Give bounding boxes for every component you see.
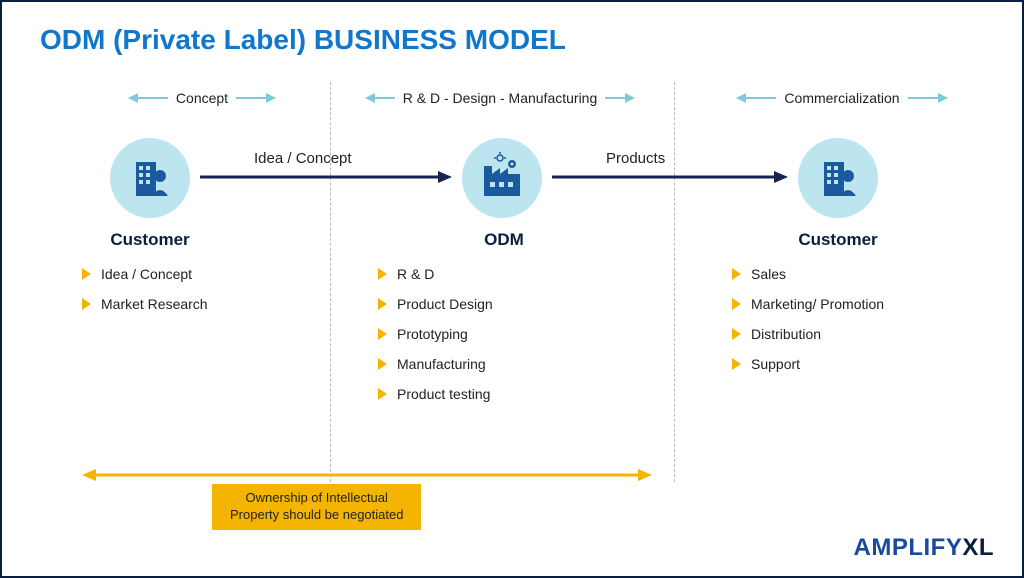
logo-part1: AMPLIFY [854, 534, 963, 561]
list-item: Idea / Concept [82, 266, 208, 282]
list-item: Support [732, 356, 884, 372]
bullet-text: Manufacturing [397, 356, 486, 372]
bullet-text: Support [751, 356, 800, 372]
building-person-icon [814, 154, 862, 202]
bullet-icon [378, 298, 387, 310]
phase-label: R & D - Design - Manufacturing [403, 90, 598, 106]
list-item: Prototyping [378, 326, 493, 342]
arrow-left-icon [128, 93, 168, 103]
bullet-icon [82, 268, 91, 280]
bullet-text: Idea / Concept [101, 266, 192, 282]
customer-left-icon [110, 138, 190, 218]
bullet-icon [732, 298, 741, 310]
bullet-icon [82, 298, 91, 310]
list-item: Sales [732, 266, 884, 282]
arrow-right-icon [605, 93, 635, 103]
bullets-customer-right: Sales Marketing/ Promotion Distribution … [732, 266, 884, 386]
bullets-customer-left: Idea / Concept Market Research [82, 266, 208, 326]
list-item: R & D [378, 266, 493, 282]
list-item: Distribution [732, 326, 884, 342]
building-person-icon [126, 154, 174, 202]
bullet-icon [732, 328, 741, 340]
customer-right-label: Customer [792, 230, 884, 250]
ip-note-line2: Property should be negotiated [230, 507, 403, 524]
page-title: ODM (Private Label) BUSINESS MODEL [40, 24, 566, 56]
bullet-icon [732, 358, 741, 370]
bullets-odm: R & D Product Design Prototyping Manufac… [378, 266, 493, 416]
logo-part2: XL [962, 534, 994, 561]
brand-logo: AMPLIFYXL [854, 534, 995, 562]
phase-rdm: R & D - Design - Manufacturing [350, 90, 650, 106]
arrow-right-icon [236, 93, 276, 103]
list-item: Market Research [82, 296, 208, 312]
list-item: Product testing [378, 386, 493, 402]
list-item: Manufacturing [378, 356, 493, 372]
ip-note-line1: Ownership of Intellectual [230, 490, 403, 507]
divider-1 [330, 82, 331, 482]
flow-products-arrow [552, 170, 788, 184]
bullet-text: Distribution [751, 326, 821, 342]
odm-icon [462, 138, 542, 218]
phase-commercial: Commercialization [702, 90, 982, 106]
bullet-icon [378, 268, 387, 280]
flow-idea-arrow [200, 170, 452, 184]
bullet-text: Market Research [101, 296, 208, 312]
bullet-icon [732, 268, 741, 280]
flow-idea-label: Idea / Concept [254, 150, 352, 167]
bullet-icon [378, 388, 387, 400]
customer-left-label: Customer [104, 230, 196, 250]
flow-products-label: Products [606, 150, 665, 167]
divider-2 [674, 82, 675, 482]
arrow-left-icon [365, 93, 395, 103]
phase-label: Concept [176, 90, 228, 106]
arrow-right-icon [908, 93, 948, 103]
bullet-text: Product testing [397, 386, 490, 402]
arrow-left-icon [736, 93, 776, 103]
bullet-text: R & D [397, 266, 434, 282]
bullet-text: Prototyping [397, 326, 468, 342]
ip-note-box: Ownership of Intellectual Property shoul… [212, 484, 421, 530]
bullet-text: Marketing/ Promotion [751, 296, 884, 312]
list-item: Product Design [378, 296, 493, 312]
phase-label: Commercialization [784, 90, 899, 106]
customer-right-icon [798, 138, 878, 218]
ip-span-arrow [82, 468, 652, 482]
phase-concept: Concept [92, 90, 312, 106]
bullet-text: Product Design [397, 296, 493, 312]
odm-label: ODM [484, 230, 524, 250]
bullet-text: Sales [751, 266, 786, 282]
factory-icon [476, 152, 528, 204]
list-item: Marketing/ Promotion [732, 296, 884, 312]
bullet-icon [378, 328, 387, 340]
bullet-icon [378, 358, 387, 370]
